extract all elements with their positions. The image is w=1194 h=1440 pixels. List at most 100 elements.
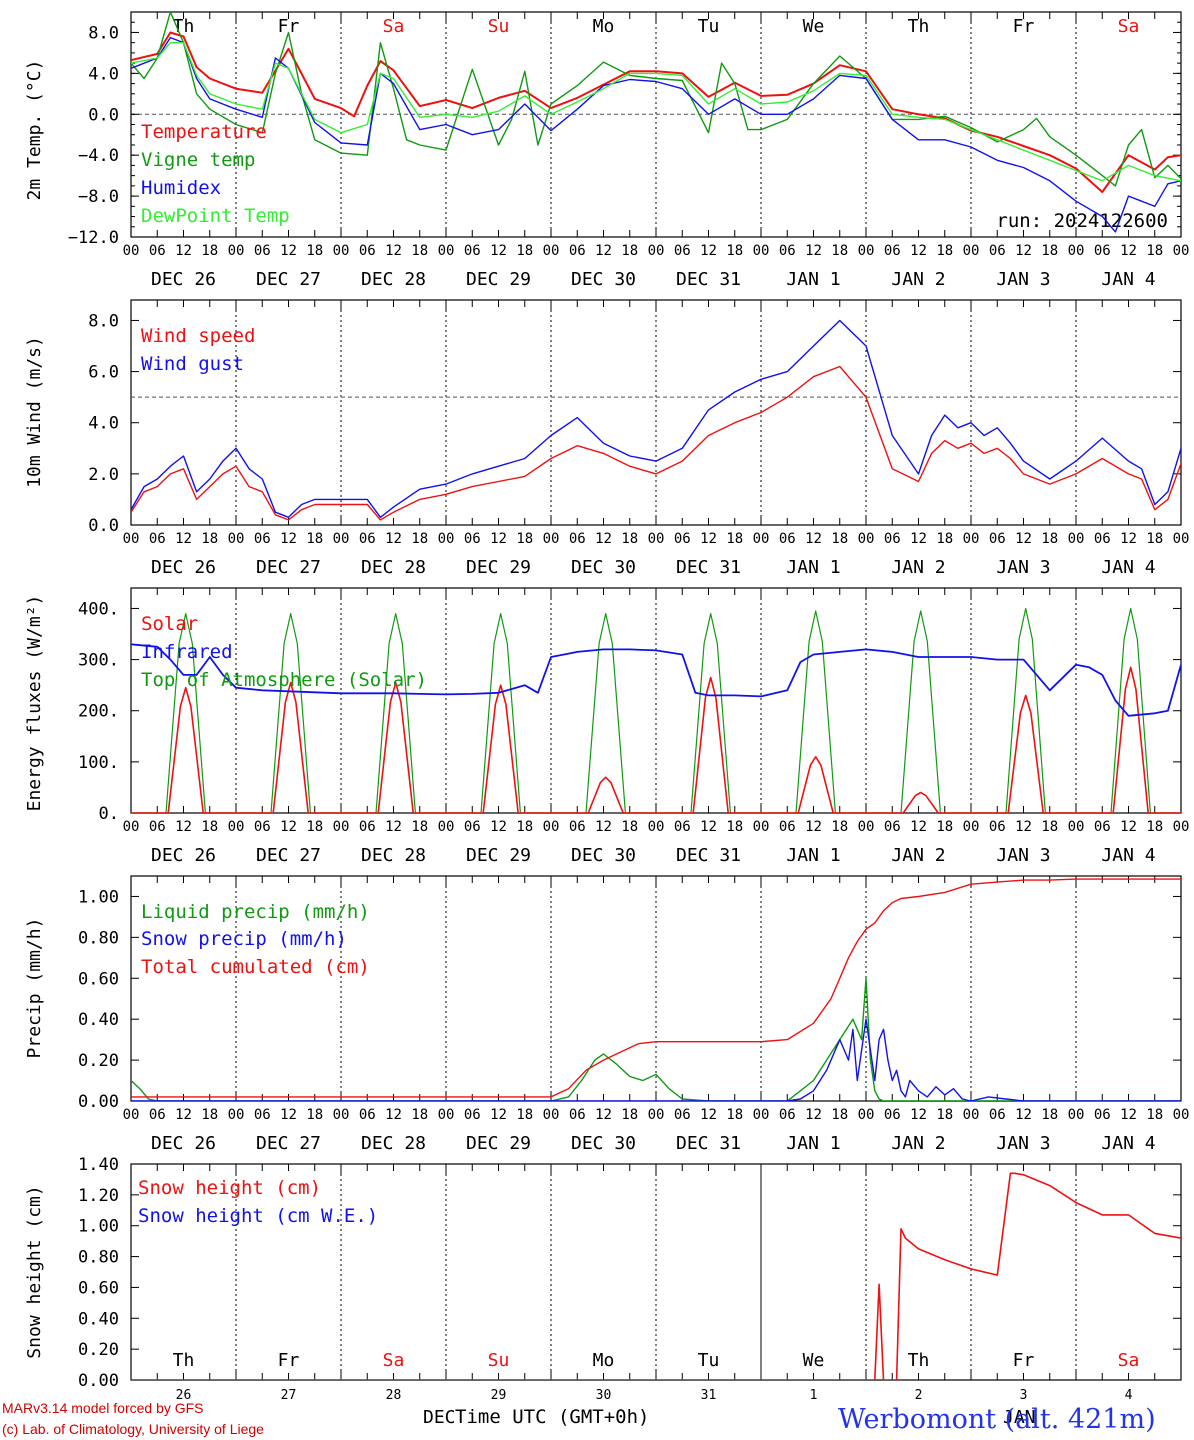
hour-tick-label: 18	[1041, 243, 1058, 259]
hour-tick-label: 12	[1120, 243, 1137, 259]
y-tick-label: −8.0	[78, 187, 119, 207]
footer-model: MARv3.14 model forced by GFS	[2, 1400, 204, 1416]
hour-tick-label: 00	[648, 243, 665, 259]
date-label: JAN 3	[996, 269, 1050, 290]
hour-tick-label: 12	[280, 531, 297, 547]
date-label: DEC 28	[361, 557, 426, 578]
legend-entry: Snow height (cm W.E.)	[138, 1205, 378, 1227]
hour-tick-label: 06	[149, 531, 166, 547]
hour-tick-label: 00	[963, 819, 980, 835]
y-tick-label: 0.0	[88, 105, 119, 125]
series-line-vigne-temp	[131, 12, 1181, 187]
hour-tick-label: 00	[438, 243, 455, 259]
hour-tick-label: 00	[333, 1107, 350, 1123]
hour-tick-label: 18	[516, 243, 533, 259]
hour-tick-label: 18	[201, 1107, 218, 1123]
weekday-label: Mo	[593, 1350, 615, 1371]
panel-5: 1.40 1.20 1.00 0.80 0.60 0.40 0.20 0.00 Snow hei…	[24, 1155, 1182, 1403]
run-label: run: 2024122600	[996, 210, 1168, 232]
date-label: JAN 1	[786, 1133, 840, 1154]
hour-tick-label: 18	[831, 819, 848, 835]
hour-tick-label: 00	[333, 243, 350, 259]
y-tick-label: 6.0	[88, 363, 119, 383]
hour-tick-label: 12	[385, 1107, 402, 1123]
hour-tick-label: 12	[175, 819, 192, 835]
hour-tick-label: 00	[858, 1107, 875, 1123]
hour-tick-label: 18	[411, 819, 428, 835]
legend-entry: Total cumulated (cm)	[141, 956, 370, 978]
hour-tick-label: 06	[779, 243, 796, 259]
hour-tick-label: 06	[254, 1107, 271, 1123]
date-label: DEC 31	[676, 845, 741, 866]
hour-tick-label: 18	[936, 1107, 953, 1123]
infrared-line	[131, 643, 1181, 717]
panel-3: 400. 300. 200. 100. 0. Energy fluxes (W/m²) 00…	[24, 587, 1190, 866]
hour-tick-label: 06	[569, 819, 586, 835]
x-axis-title: Time UTC (GMT+0h)	[455, 1406, 649, 1428]
y-tick-label: 0.00	[78, 1092, 119, 1112]
hour-tick-label: 06	[359, 1107, 376, 1123]
legend-entry: Wind speed	[141, 325, 255, 347]
hour-tick-label: 00	[648, 819, 665, 835]
date-label: DEC 28	[361, 1133, 426, 1154]
hour-tick-label: 00	[123, 819, 140, 835]
panel-4: 1.00 0.80 0.60 0.40 0.20 0.00 Precip (mm/h) 00 0…	[24, 875, 1189, 1154]
date-label: DEC 31	[676, 1133, 741, 1154]
legend-entry: Liquid precip (mm/h)	[141, 901, 370, 923]
hour-tick-label: 18	[936, 819, 953, 835]
hour-tick-label: 00	[753, 531, 770, 547]
hour-tick-label: 18	[621, 243, 638, 259]
y-axis-label: Snow height (cm)	[24, 1185, 45, 1358]
hour-tick-label: 18	[1146, 1107, 1163, 1123]
hour-tick-label: 06	[884, 1107, 901, 1123]
solar-line	[131, 666, 1181, 813]
date-label: DEC 27	[256, 269, 321, 290]
hour-tick-label: 00	[543, 531, 560, 547]
date-label: DEC 29	[466, 269, 531, 290]
hour-tick-label: 06	[989, 531, 1006, 547]
hour-tick-label: 00	[543, 243, 560, 259]
hour-tick-label: 00	[123, 531, 140, 547]
legend-entry: Snow height (cm)	[138, 1177, 321, 1199]
hour-tick-label: 00	[438, 1107, 455, 1123]
hour-tick-label: 12	[175, 243, 192, 259]
hour-tick-label: 06	[254, 243, 271, 259]
date-label: DEC 30	[571, 557, 636, 578]
hour-tick-label: 12	[1120, 819, 1137, 835]
series-line-snow-height-cm-	[131, 1172, 1181, 1380]
weekday-label: Mo	[593, 16, 615, 37]
hour-tick-label: 06	[884, 243, 901, 259]
hour-tick-label: 12	[910, 531, 927, 547]
y-tick-label: 4.0	[88, 414, 119, 434]
hour-tick-label: 12	[805, 819, 822, 835]
hour-tick-label: 06	[464, 531, 481, 547]
hour-tick-label: 06	[674, 819, 691, 835]
y-tick-label: 0.80	[78, 928, 119, 948]
panel-1: 8.0 4.0 0.0 −4.0 −8.0 −12.0 2m Temp. (°C) 00 06 1…	[24, 11, 1190, 290]
hour-tick-label: 12	[490, 1107, 507, 1123]
hour-tick-label: 18	[1041, 531, 1058, 547]
weekday-label: Fr	[278, 16, 300, 37]
hour-tick-label: 12	[385, 243, 402, 259]
hour-tick-label: 00	[1068, 531, 1085, 547]
hour-tick-label: 12	[280, 819, 297, 835]
date-label: DEC 31	[676, 269, 741, 290]
hour-tick-label: 00	[1173, 819, 1190, 835]
weekday-label: We	[803, 1350, 825, 1371]
hour-tick-label: 00	[543, 1107, 560, 1123]
hour-tick-label: 12	[700, 531, 717, 547]
legend-entry: Infrared	[141, 641, 233, 663]
hour-tick-label: 18	[516, 1107, 533, 1123]
hour-tick-label: 12	[490, 819, 507, 835]
hour-tick-label: 12	[910, 819, 927, 835]
weekday-label: Sa	[383, 16, 405, 37]
hour-tick-label: 00	[1173, 531, 1190, 547]
hour-tick-label: 18	[1041, 819, 1058, 835]
panel-2: 8.0 6.0 4.0 2.0 0.0 10m Wind (m/s) 00 06 12 18 00 0…	[24, 299, 1190, 578]
y-tick-label: 4.0	[88, 64, 119, 84]
hour-tick-label: 06	[779, 1107, 796, 1123]
date-label: JAN 3	[996, 557, 1050, 578]
hour-tick-label: 00	[858, 531, 875, 547]
hour-tick-label: 00	[1173, 243, 1190, 259]
